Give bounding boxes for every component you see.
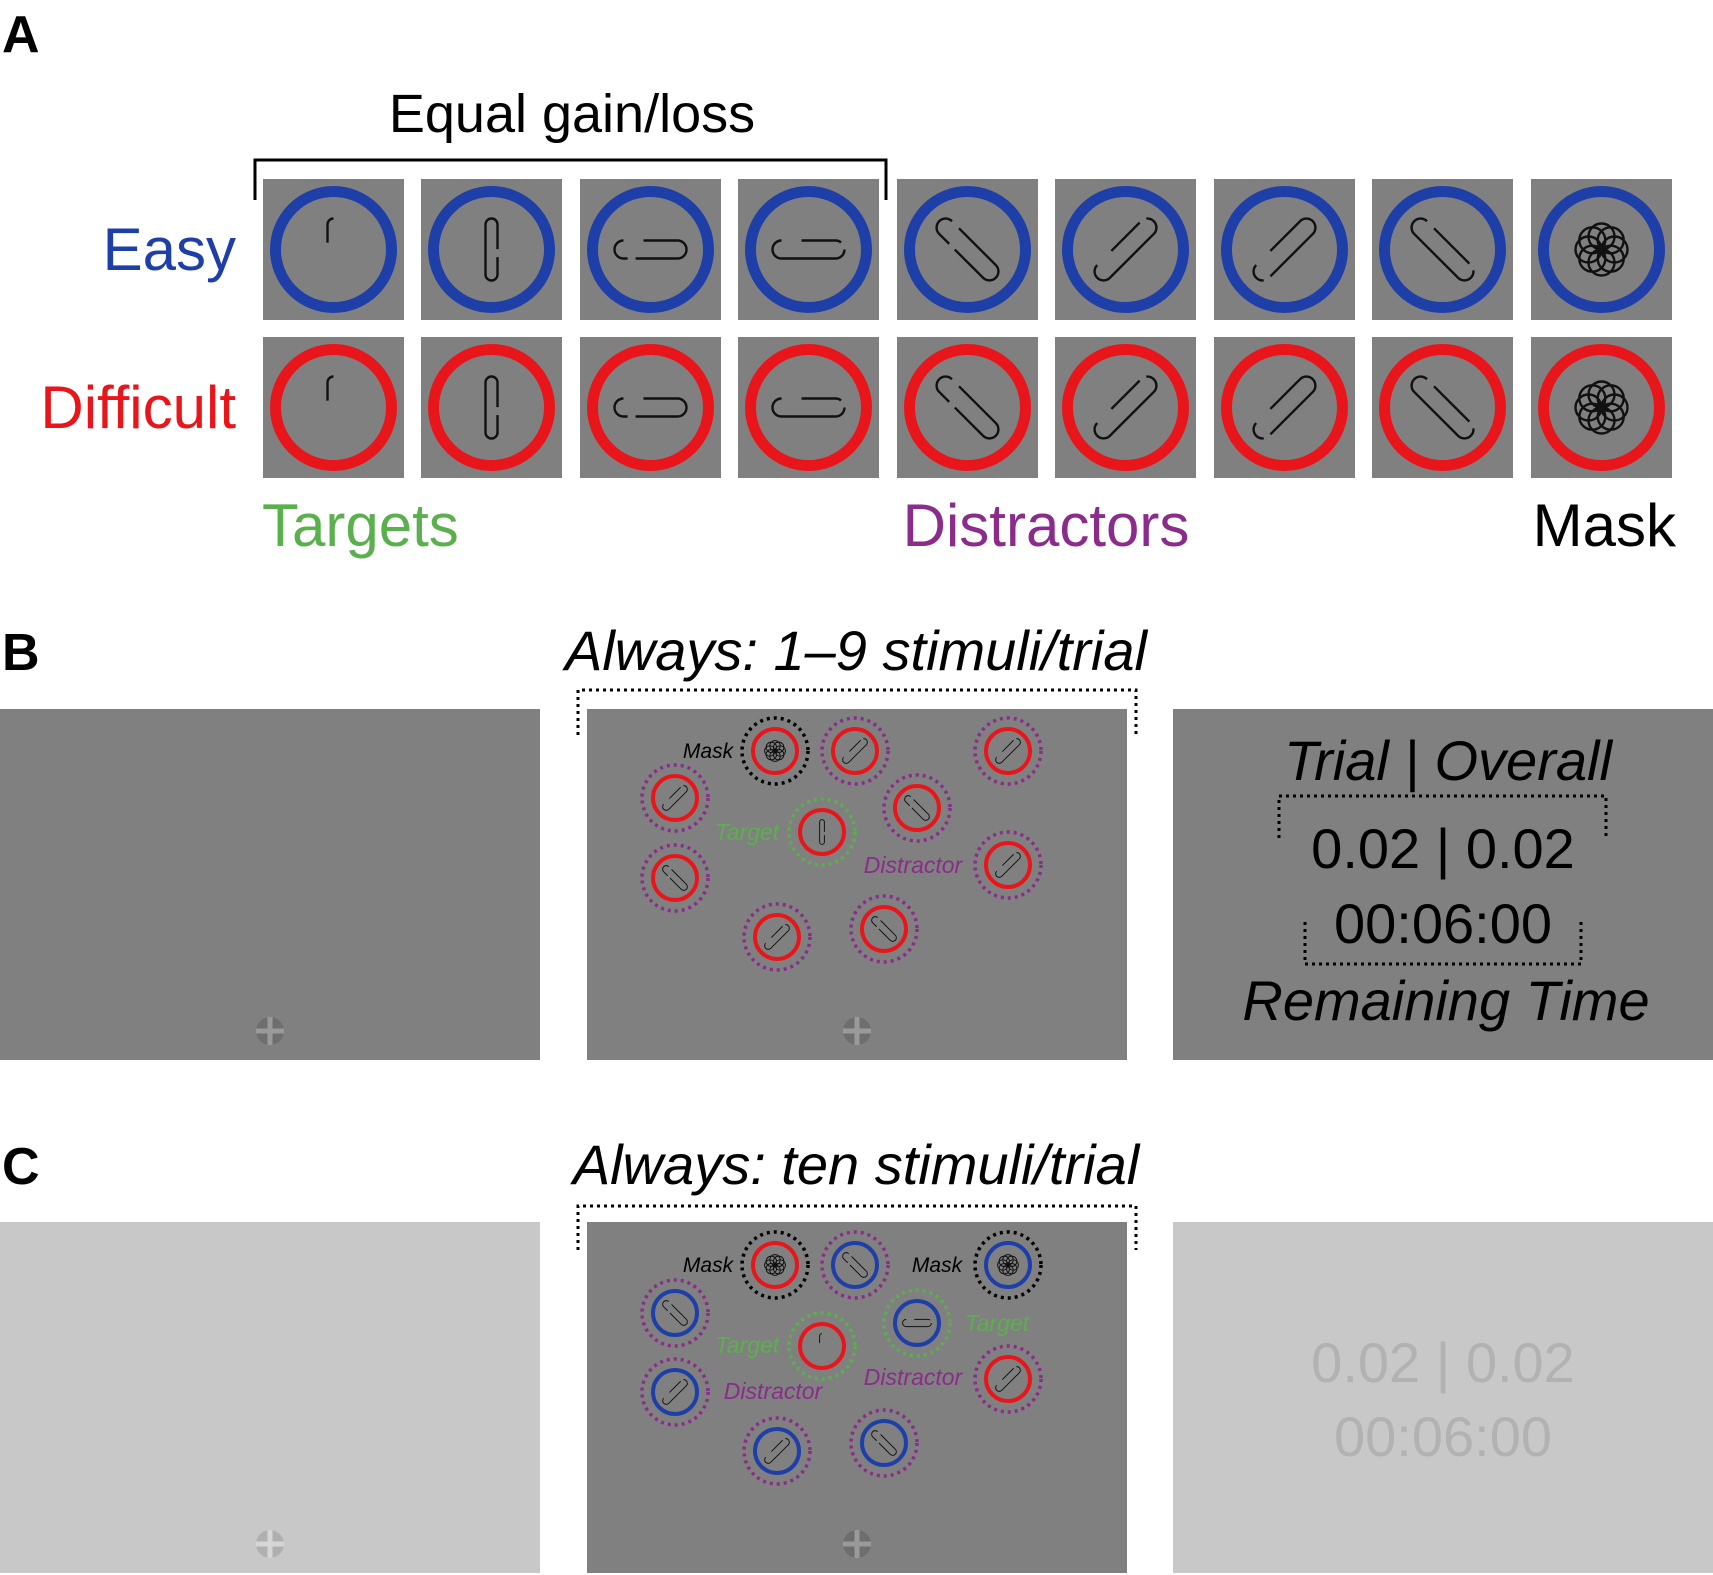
stimulus-difficult-7	[1214, 337, 1355, 478]
distractor-stimulus	[640, 843, 710, 913]
stimulus-easy-6	[1055, 179, 1196, 320]
panel-c-target-label-2: Target	[965, 1310, 1031, 1336]
panel-c-distractor-label: Distractor	[724, 1378, 824, 1404]
row-label-difficult: Difficult	[40, 374, 236, 441]
group-label-distractors: Distractors	[903, 492, 1190, 559]
panel-c-target-label: Target	[715, 1332, 781, 1358]
panel-b-stimulus-screen	[587, 709, 1127, 1060]
group-label-targets: Targets	[262, 492, 459, 559]
panel-b-blank-screen	[0, 709, 540, 1060]
stimulus-difficult-1	[263, 337, 404, 478]
score-value: 0.02 | 0.02	[1311, 817, 1575, 880]
distractor-stimulus	[973, 716, 1043, 786]
mask-stimulus	[740, 1230, 810, 1300]
distractor-stimulus	[742, 1416, 812, 1486]
distractor-stimulus	[882, 773, 952, 843]
score-header: Trial | Overall	[1284, 729, 1613, 793]
panel-c-mask-label: Mask	[683, 1254, 735, 1277]
panel-b-target-label: Target	[715, 819, 781, 845]
panel-b-letter: B	[2, 624, 40, 682]
panel-c-distractor-label-2: Distractor	[864, 1364, 964, 1390]
fixation-icon	[843, 1530, 871, 1558]
score-header-bracket	[1277, 794, 1608, 838]
panel-c-stimuli	[640, 1230, 1043, 1486]
stimulus-easy-2	[421, 179, 562, 320]
distractor-stimulus	[849, 894, 919, 964]
row-label-easy: Easy	[103, 216, 236, 283]
stimulus-difficult-6	[1055, 337, 1196, 478]
panel-b: B Always: 1–9 stimuli/trial Mask Target …	[0, 619, 1713, 1060]
panel-b-score-screen	[1173, 709, 1713, 1060]
panel-b-distractor-label: Distractor	[864, 852, 964, 878]
fixation-icon	[256, 1017, 284, 1045]
panel-c-score-screen	[1173, 1222, 1713, 1573]
target-stimulus	[882, 1288, 952, 1358]
group-label-mask: Mask	[1533, 492, 1677, 559]
panel-c-mask-label-2: Mask	[912, 1254, 964, 1277]
distractor-stimulus	[973, 830, 1043, 900]
stimulus-easy-3	[580, 179, 721, 320]
equal-gain-loss-label: Equal gain/loss	[389, 84, 755, 144]
stimulus-easy-9	[1531, 179, 1672, 320]
fixation-icon	[843, 1017, 871, 1045]
stimulus-easy-7	[1214, 179, 1355, 320]
panel-a-letter: A	[2, 6, 40, 64]
target-stimulus	[787, 797, 857, 867]
panel-c-blank-screen	[0, 1222, 540, 1573]
equal-gain-loss-bracket	[253, 158, 888, 200]
stimulus-difficult-8	[1372, 337, 1513, 478]
distractor-stimulus	[640, 1357, 710, 1427]
distractor-stimulus	[640, 763, 710, 833]
panel-b-mask-label: Mask	[683, 740, 735, 763]
panel-c-bracket	[576, 1204, 1138, 1250]
stimulus-difficult-9	[1531, 337, 1672, 478]
panel-b-title: Always: 1–9 stimuli/trial	[562, 619, 1149, 682]
distractor-stimulus	[849, 1408, 919, 1478]
panel-c-score-value: 0.02 | 0.02	[1311, 1331, 1575, 1394]
stimulus-difficult-3	[580, 337, 721, 478]
distractor-stimulus	[640, 1278, 710, 1348]
score-time-bracket	[1303, 922, 1583, 966]
panel-c-score-time: 00:06:00	[1334, 1405, 1552, 1468]
panel-b-bracket	[576, 688, 1138, 735]
distractor-stimulus	[820, 1230, 890, 1300]
panel-c: C Always: ten stimuli/trial Mask Mask Ta…	[0, 1133, 1713, 1573]
distractor-stimulus	[742, 902, 812, 972]
panel-b-stimuli	[640, 716, 1043, 972]
stimulus-grid	[263, 179, 1672, 478]
stimulus-easy-4	[738, 179, 879, 320]
stimulus-easy-8	[1372, 179, 1513, 320]
panel-c-stimulus-screen	[587, 1222, 1127, 1573]
stimulus-difficult-5	[897, 337, 1038, 478]
mask-stimulus	[740, 716, 810, 786]
stimulus-easy-5	[897, 179, 1038, 320]
stimulus-difficult-2	[421, 337, 562, 478]
panel-a: A Equal gain/loss Easy Difficult Targets…	[2, 6, 1677, 559]
target-stimulus	[787, 1311, 857, 1381]
panel-c-letter: C	[2, 1138, 40, 1196]
score-time: 00:06:00	[1334, 892, 1552, 955]
distractor-stimulus	[973, 1344, 1043, 1414]
distractor-stimulus	[820, 716, 890, 786]
panel-c-title: Always: ten stimuli/trial	[570, 1133, 1141, 1196]
stimulus-difficult-4	[738, 337, 879, 478]
score-footer: Remaining Time	[1242, 969, 1649, 1032]
mask-stimulus	[973, 1230, 1043, 1300]
fixation-icon	[256, 1530, 284, 1558]
stimulus-easy-1	[263, 179, 404, 320]
